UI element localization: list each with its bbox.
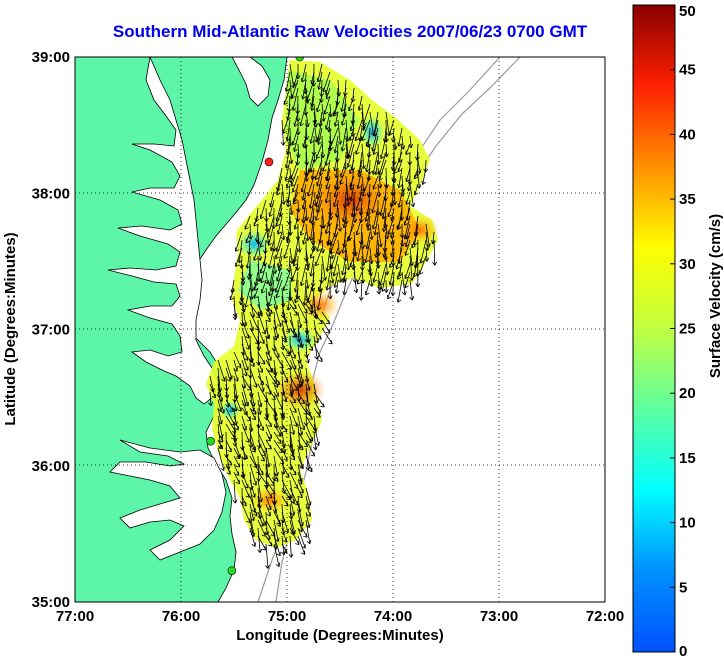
grid-lines xyxy=(75,57,605,602)
colorbar-label: Surface Velocity (cm/s) xyxy=(707,214,724,378)
x-axis-label: Longitude (Degrees:Minutes) xyxy=(236,627,444,644)
colorbar-tick-label: 0 xyxy=(679,643,687,659)
colorbar-ticks: 0 5 10 15 20 25 30 35 40 45 50 xyxy=(670,3,696,659)
y-tick-label: 38:00 xyxy=(32,185,70,202)
x-tick-label: 72:00 xyxy=(586,608,624,625)
y-tick-label: 39:00 xyxy=(32,49,70,66)
x-tick-label: 76:00 xyxy=(162,608,200,625)
y-tick-label: 35:00 xyxy=(32,594,70,611)
chesapeake-bay xyxy=(107,57,219,405)
plot-frame xyxy=(74,56,606,603)
colorbar-tick-label: 5 xyxy=(679,579,687,596)
colorbar-tick-label: 25 xyxy=(679,321,696,338)
colorbar-tick-label: 15 xyxy=(679,450,696,467)
radar-station xyxy=(227,566,237,575)
y-axis-label: Latitude (Degrees:Minutes) xyxy=(2,232,19,425)
colorbar-tick-label: 45 xyxy=(679,62,696,79)
colorbar-tick-label: 10 xyxy=(679,515,696,532)
x-tick-label: 75:00 xyxy=(268,608,306,625)
y-tick-labels: 35:00 36:00 37:00 38:00 39:00 xyxy=(32,49,70,611)
colorbar-tick-label: 35 xyxy=(679,191,696,208)
x-tick-label: 74:00 xyxy=(374,608,412,625)
colorbar-tick-label: 40 xyxy=(679,126,696,143)
x-tick-label: 73:00 xyxy=(480,608,518,625)
x-tick-labels: 77:00 76:00 75:00 74:00 73:00 72:00 xyxy=(56,608,624,625)
pamlico-sound xyxy=(109,439,227,561)
colorbar-tick-label: 50 xyxy=(679,3,696,20)
radar-station xyxy=(264,157,274,167)
colorbar-tick-label: 20 xyxy=(679,385,696,402)
delaware-bay xyxy=(231,57,271,107)
y-tick-label: 36:00 xyxy=(32,458,70,475)
radar-station xyxy=(295,57,305,62)
velocity-vectors xyxy=(208,63,438,569)
colorbar-tick-label: 30 xyxy=(679,256,696,273)
x-tick-label: 77:00 xyxy=(56,608,94,625)
y-tick-label: 37:00 xyxy=(32,322,70,339)
radar-stations xyxy=(206,57,305,575)
colorbar xyxy=(632,4,676,653)
radar-station xyxy=(206,436,215,446)
map-title: Southern Mid-Atlantic Raw Velocities 200… xyxy=(112,22,588,41)
